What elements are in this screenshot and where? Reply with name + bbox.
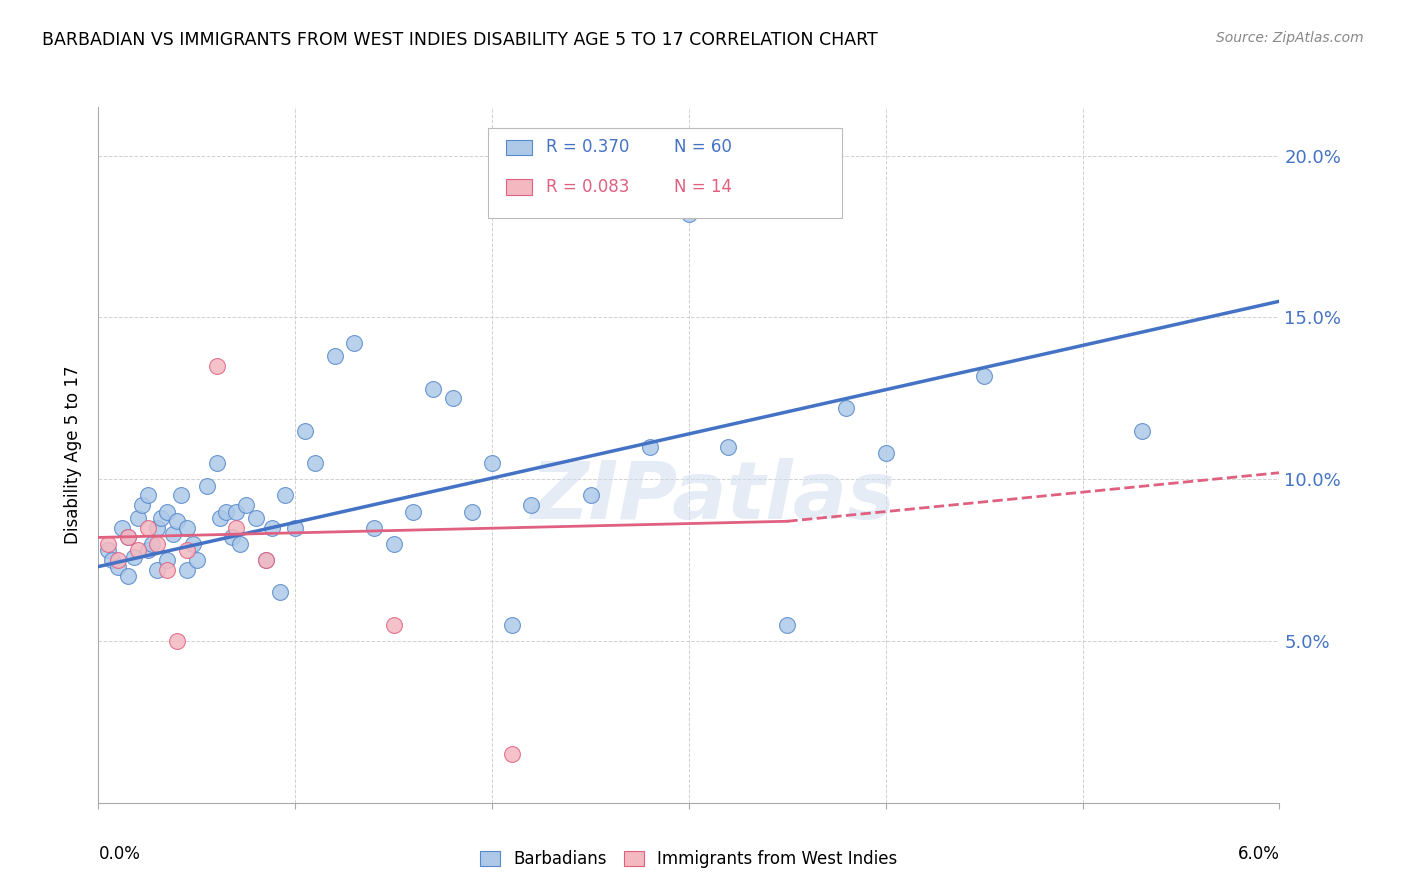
- Point: [441, 392, 464, 406]
- Point: [254, 553, 277, 567]
- Bar: [506, 140, 531, 155]
- Point: [146, 521, 169, 535]
- Point: [150, 511, 173, 525]
- Point: [678, 207, 700, 221]
- Point: [176, 521, 198, 535]
- Point: [382, 537, 405, 551]
- Text: ZIPatlas: ZIPatlas: [530, 458, 896, 536]
- Point: [229, 537, 252, 551]
- Point: [245, 511, 267, 525]
- Text: Source: ZipAtlas.com: Source: ZipAtlas.com: [1216, 31, 1364, 45]
- Point: [235, 498, 257, 512]
- Point: [156, 504, 179, 518]
- Point: [835, 401, 858, 415]
- Point: [136, 543, 159, 558]
- Text: R = 0.370: R = 0.370: [546, 138, 630, 156]
- Point: [186, 553, 208, 567]
- Point: [166, 634, 188, 648]
- Text: R = 0.083: R = 0.083: [546, 178, 630, 196]
- Point: [382, 617, 405, 632]
- Legend: Barbadians, Immigrants from West Indies: Barbadians, Immigrants from West Indies: [474, 843, 904, 874]
- Point: [225, 521, 247, 535]
- Point: [973, 368, 995, 383]
- Point: [136, 488, 159, 502]
- Point: [156, 563, 179, 577]
- Point: [166, 514, 188, 528]
- Point: [205, 359, 228, 373]
- Point: [461, 504, 484, 518]
- Point: [254, 553, 277, 567]
- Text: N = 14: N = 14: [673, 178, 731, 196]
- Point: [875, 446, 897, 460]
- Point: [195, 478, 218, 492]
- Point: [260, 521, 283, 535]
- Point: [146, 563, 169, 577]
- Point: [97, 543, 120, 558]
- Point: [176, 563, 198, 577]
- Point: [1130, 424, 1153, 438]
- Point: [520, 498, 543, 512]
- Point: [97, 537, 120, 551]
- Bar: [506, 179, 531, 194]
- Point: [209, 511, 232, 525]
- Point: [141, 537, 163, 551]
- Point: [579, 488, 602, 502]
- Point: [156, 553, 179, 567]
- Point: [501, 747, 523, 762]
- Point: [274, 488, 297, 502]
- FancyBboxPatch shape: [488, 128, 842, 219]
- Point: [205, 456, 228, 470]
- Point: [162, 527, 184, 541]
- Point: [776, 617, 799, 632]
- Text: N = 60: N = 60: [673, 138, 731, 156]
- Point: [107, 553, 129, 567]
- Point: [323, 349, 346, 363]
- Point: [170, 488, 193, 502]
- Point: [221, 531, 243, 545]
- Point: [122, 549, 145, 564]
- Point: [294, 424, 316, 438]
- Point: [117, 531, 139, 545]
- Point: [402, 504, 425, 518]
- Point: [284, 521, 307, 535]
- Point: [176, 543, 198, 558]
- Y-axis label: Disability Age 5 to 17: Disability Age 5 to 17: [65, 366, 83, 544]
- Point: [146, 537, 169, 551]
- Point: [136, 521, 159, 535]
- Point: [481, 456, 503, 470]
- Point: [717, 440, 740, 454]
- Text: 6.0%: 6.0%: [1237, 845, 1279, 863]
- Point: [215, 504, 238, 518]
- Point: [117, 531, 139, 545]
- Point: [269, 585, 291, 599]
- Point: [343, 336, 366, 351]
- Point: [107, 559, 129, 574]
- Point: [422, 382, 444, 396]
- Point: [181, 537, 204, 551]
- Text: 0.0%: 0.0%: [98, 845, 141, 863]
- Point: [225, 504, 247, 518]
- Point: [127, 511, 149, 525]
- Point: [638, 440, 661, 454]
- Point: [363, 521, 385, 535]
- Point: [501, 617, 523, 632]
- Point: [304, 456, 326, 470]
- Point: [117, 569, 139, 583]
- Point: [131, 498, 153, 512]
- Point: [111, 521, 134, 535]
- Text: BARBADIAN VS IMMIGRANTS FROM WEST INDIES DISABILITY AGE 5 TO 17 CORRELATION CHAR: BARBADIAN VS IMMIGRANTS FROM WEST INDIES…: [42, 31, 877, 49]
- Point: [101, 553, 124, 567]
- Point: [127, 543, 149, 558]
